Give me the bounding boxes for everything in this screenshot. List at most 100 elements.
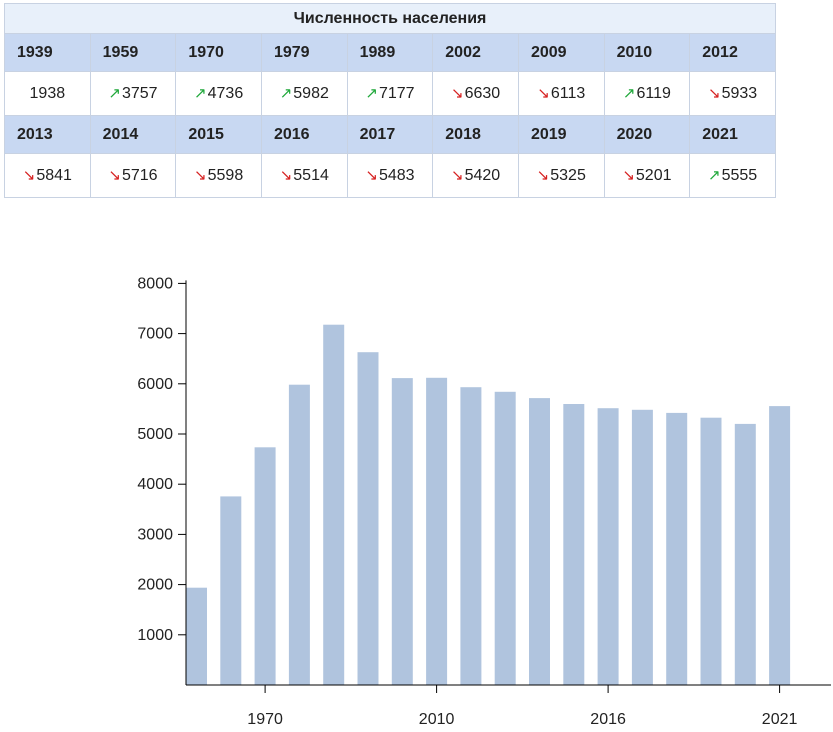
population-value: 5420 [464,167,501,184]
year-header-cell: 2012 [689,33,776,72]
population-value: 5716 [121,167,158,184]
year-header-cell: 2021 [689,115,776,154]
population-value: 6113 [550,85,586,102]
year-header-cell: 2016 [260,115,348,154]
trend-up-icon: ↗ [365,85,378,102]
population-chart: 1000 2000 3000 4000 5000 6000 7000 8000 1970 2010… [0,250,833,732]
bar-2013 [494,391,516,685]
value-row: 1938 ↗3757 ↗4736 ↗5982 ↗7177 ↘6630 ↘6113 ↗6119 ↘… [4,71,776,116]
bar-2019 [700,417,722,685]
bar-1939 [186,587,207,685]
y-tick-label: 7000 [137,326,173,343]
x-tick-label: 1970 [247,711,283,728]
year-header-cell: 2002 [432,33,519,72]
trend-down-icon: ↘ [537,85,550,102]
population-value: 6119 [636,85,671,102]
y-tick-label: 8000 [137,275,173,292]
year-header-cell: 1979 [260,33,348,72]
bar-2014 [529,398,550,685]
population-value-cell: ↗5555 [689,153,776,198]
population-value-cell: ↘5598 [175,153,262,198]
population-value-cell: ↗5982 [260,71,348,116]
population-value: 1938 [29,84,66,102]
value-row: ↘5841 ↘5716 ↘5598 ↘5514 ↘5483 ↘5420 ↘5325 ↘5201… [4,153,776,198]
year-header-cell: 2009 [517,33,605,72]
year-header-cell: 1959 [89,33,177,72]
bar-2020 [734,423,756,685]
population-value: 4736 [207,85,244,102]
population-value: 5325 [550,167,586,184]
trend-down-icon: ↘ [451,167,464,184]
population-value-cell: ↘5483 [346,153,434,198]
trend-up-icon: ↗ [708,167,721,184]
trend-down-icon: ↘ [708,85,721,102]
trend-up-icon: ↗ [194,85,207,102]
population-value-cell: ↘6630 [432,71,519,116]
population-value-cell: ↘5933 [689,71,776,116]
population-value: 5201 [635,167,672,184]
bar-1989 [323,324,345,685]
population-value: 3757 [121,85,158,102]
trend-down-icon: ↘ [279,167,293,184]
year-header-cell: 1939 [4,33,91,72]
year-header-row: 1939 1959 1970 1979 1989 2002 2009 2010 2012 [4,33,776,72]
y-tick-label: 5000 [137,426,173,443]
population-value-cell: ↗3757 [89,71,177,116]
trend-down-icon: ↘ [622,167,635,184]
year-header-cell: 2017 [346,115,434,154]
bar-2009 [391,378,413,685]
population-value: 6630 [464,85,501,102]
population-value-cell: ↗7177 [346,71,434,116]
year-header-cell: 2013 [4,115,91,154]
population-value: 5982 [293,85,329,102]
bar-chart-svg: 1000 2000 3000 4000 5000 6000 7000 8000 1970 2010… [137,275,831,728]
bar-1959 [220,496,242,685]
bar-2017 [631,409,653,685]
population-value-cell: ↘5325 [517,153,605,198]
y-tick-label: 1000 [137,627,173,644]
bar-2010 [426,377,448,685]
year-header-cell: 1970 [175,33,262,72]
year-header-row: 2013 2014 2015 2016 2017 2018 2019 2020 2021 [4,115,776,154]
population-value-cell: ↘6113 [517,71,605,116]
year-header-cell: 1989 [346,33,434,72]
x-tick-label: 2021 [762,711,798,728]
population-value: 5483 [378,167,415,184]
population-value-cell: ↘5420 [432,153,519,198]
population-table: Численность населения 1939 1959 1970 1979 19… [4,3,776,198]
population-value-cell: ↗4736 [175,71,262,116]
population-value-cell: 1938 [4,71,91,116]
trend-down-icon: ↘ [194,167,207,184]
year-header-cell: 2010 [603,33,691,72]
bar-1970 [254,447,276,685]
population-value-cell: ↘5514 [260,153,348,198]
x-tick-label: 2016 [590,711,626,728]
bar-2018 [666,412,688,685]
year-header-cell: 2018 [432,115,519,154]
population-value-cell: ↘5201 [603,153,691,198]
population-value: 7177 [378,85,415,102]
trend-down-icon: ↘ [22,167,36,184]
population-value-cell: ↘5841 [4,153,91,198]
population-value: 5514 [293,167,329,184]
trend-down-icon: ↘ [536,167,550,184]
trend-up-icon: ↗ [108,85,121,102]
bar-2016 [597,408,619,685]
population-value-cell: ↘5716 [89,153,177,198]
year-header-cell: 2015 [175,115,262,154]
bar-1979 [288,384,310,685]
trend-up-icon: ↗ [279,85,293,102]
year-header-cell: 2019 [517,115,605,154]
bar-2002 [357,352,379,685]
population-value: 5598 [207,167,244,184]
trend-down-icon: ↘ [108,167,121,184]
year-header-cell: 2014 [89,115,177,154]
trend-down-icon: ↘ [451,85,464,102]
population-value: 5841 [36,167,72,184]
trend-down-icon: ↘ [365,167,378,184]
table-title: Численность населения [4,3,776,34]
y-tick-label: 4000 [137,476,173,493]
x-tick-label: 2010 [419,711,455,728]
y-tick-label: 3000 [137,526,173,543]
year-header-cell: 2020 [603,115,691,154]
